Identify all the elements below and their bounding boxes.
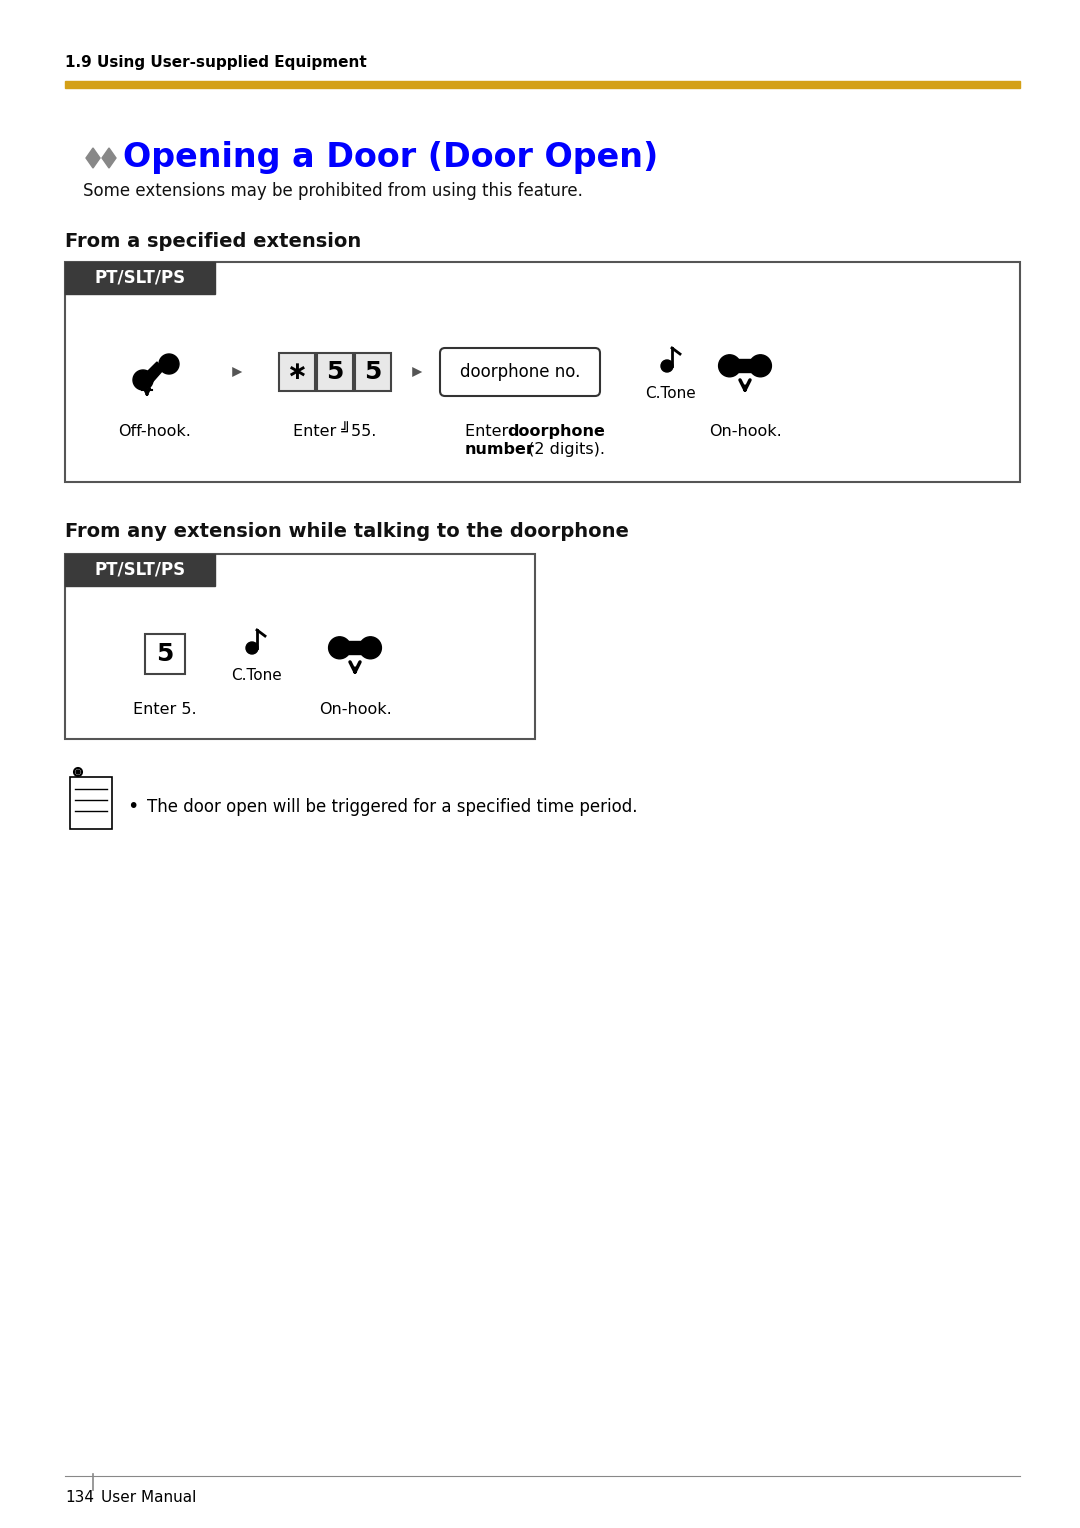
Polygon shape: [86, 148, 100, 168]
Text: ∗: ∗: [286, 361, 308, 384]
Circle shape: [750, 354, 771, 377]
Text: number: number: [465, 442, 535, 457]
Circle shape: [76, 770, 80, 775]
Text: 5: 5: [364, 361, 381, 384]
Text: C.Tone: C.Tone: [646, 387, 697, 400]
Bar: [65, 555, 535, 740]
Text: Opening a Door (Door Open): Opening a Door (Door Open): [123, 142, 658, 174]
Text: C.Tone: C.Tone: [231, 668, 282, 683]
Text: doorphone no.: doorphone no.: [460, 364, 580, 380]
Bar: [145, 634, 185, 674]
Circle shape: [661, 361, 673, 371]
Text: Enter 5.: Enter 5.: [133, 701, 197, 717]
Polygon shape: [347, 642, 364, 654]
Bar: [65, 261, 215, 293]
Bar: [70, 778, 112, 830]
Bar: [65, 81, 1020, 89]
Text: doorphone: doorphone: [507, 423, 605, 439]
Text: User Manual: User Manual: [102, 1490, 197, 1505]
Polygon shape: [141, 362, 163, 387]
Text: 134: 134: [65, 1490, 94, 1505]
Text: From any extension while talking to the doorphone: From any extension while talking to the …: [65, 523, 629, 541]
Circle shape: [133, 370, 153, 390]
Circle shape: [159, 354, 179, 374]
Circle shape: [246, 642, 258, 654]
Bar: [65, 555, 215, 587]
Polygon shape: [737, 359, 754, 373]
Text: 5: 5: [157, 642, 174, 666]
Bar: [318, 353, 353, 391]
Text: PT/SLT/PS: PT/SLT/PS: [94, 561, 186, 579]
Text: Enter ╝55.: Enter ╝55.: [294, 423, 377, 439]
Text: On-hook.: On-hook.: [319, 701, 391, 717]
Text: From a specified extension: From a specified extension: [65, 232, 361, 251]
Polygon shape: [102, 148, 116, 168]
Text: On-hook.: On-hook.: [708, 423, 781, 439]
Text: Some extensions may be prohibited from using this feature.: Some extensions may be prohibited from u…: [83, 182, 583, 200]
Bar: [279, 353, 315, 391]
Text: Enter: Enter: [465, 423, 513, 439]
Text: The door open will be triggered for a specified time period.: The door open will be triggered for a sp…: [147, 798, 637, 816]
Bar: [65, 261, 1020, 481]
Text: (2 digits).: (2 digits).: [523, 442, 605, 457]
Text: 5: 5: [326, 361, 343, 384]
Text: PT/SLT/PS: PT/SLT/PS: [94, 269, 186, 287]
Text: Off-hook.: Off-hook.: [119, 423, 191, 439]
FancyBboxPatch shape: [440, 348, 600, 396]
Circle shape: [360, 637, 381, 659]
Text: •: •: [127, 798, 138, 816]
Circle shape: [718, 354, 741, 377]
Bar: [355, 353, 391, 391]
Circle shape: [328, 637, 351, 659]
Text: 1.9 Using User-supplied Equipment: 1.9 Using User-supplied Equipment: [65, 55, 367, 70]
